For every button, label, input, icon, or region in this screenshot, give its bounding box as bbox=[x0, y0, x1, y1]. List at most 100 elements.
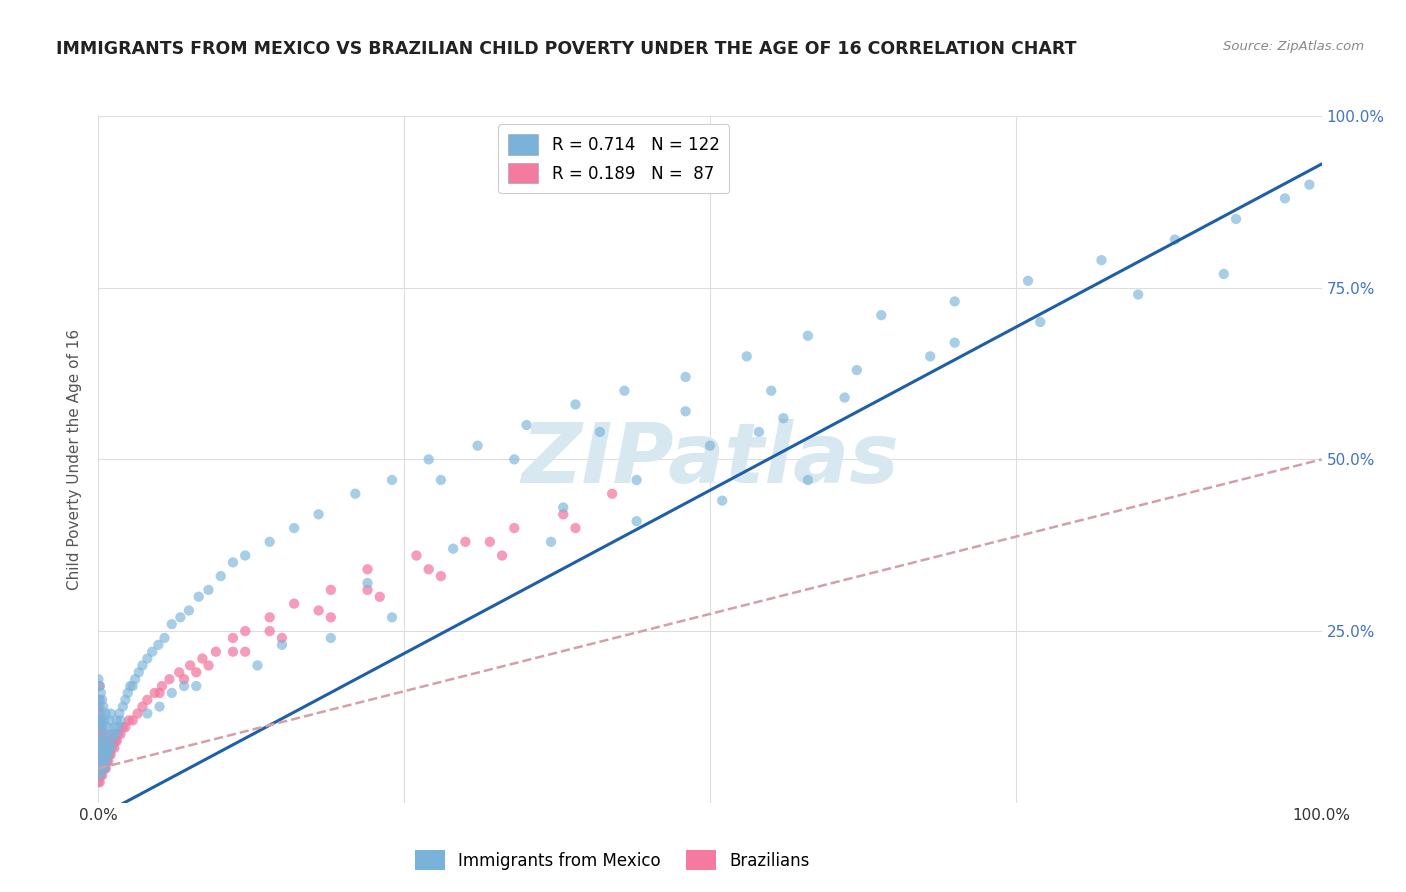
Point bbox=[157, 672, 180, 686]
Point bbox=[797, 328, 820, 343]
Point bbox=[89, 768, 111, 782]
Point bbox=[110, 714, 132, 728]
Point bbox=[127, 706, 149, 721]
Point bbox=[100, 747, 122, 762]
Point bbox=[136, 706, 159, 721]
Point bbox=[149, 699, 172, 714]
Point bbox=[94, 734, 117, 748]
Point bbox=[87, 699, 110, 714]
Point bbox=[107, 720, 129, 734]
Point bbox=[772, 411, 794, 425]
Point bbox=[870, 308, 893, 322]
Point bbox=[124, 672, 146, 686]
Point bbox=[111, 699, 134, 714]
Point bbox=[101, 740, 124, 755]
Point bbox=[89, 775, 111, 789]
Point bbox=[91, 747, 114, 762]
Point bbox=[131, 699, 153, 714]
Point bbox=[920, 350, 942, 364]
Point bbox=[89, 747, 111, 762]
Point bbox=[91, 699, 114, 714]
Point bbox=[197, 658, 219, 673]
Text: Source: ZipAtlas.com: Source: ZipAtlas.com bbox=[1223, 40, 1364, 54]
Point bbox=[160, 686, 183, 700]
Point bbox=[91, 761, 114, 775]
Point bbox=[87, 775, 110, 789]
Point bbox=[90, 734, 112, 748]
Point bbox=[98, 714, 121, 728]
Point bbox=[233, 645, 256, 659]
Point bbox=[90, 755, 112, 769]
Point bbox=[143, 686, 166, 700]
Point bbox=[87, 747, 110, 762]
Point bbox=[222, 631, 245, 645]
Point bbox=[418, 452, 440, 467]
Point bbox=[233, 624, 256, 639]
Point bbox=[356, 562, 378, 576]
Point bbox=[197, 582, 219, 597]
Point bbox=[222, 645, 245, 659]
Point bbox=[97, 720, 120, 734]
Point bbox=[675, 404, 697, 418]
Point bbox=[100, 727, 122, 741]
Point bbox=[173, 672, 195, 686]
Point bbox=[120, 679, 142, 693]
Point bbox=[564, 521, 586, 535]
Point bbox=[97, 747, 120, 762]
Point bbox=[89, 740, 111, 755]
Point bbox=[93, 740, 115, 755]
Point bbox=[270, 638, 294, 652]
Point bbox=[177, 603, 200, 617]
Point bbox=[405, 549, 427, 563]
Point bbox=[491, 549, 513, 563]
Point bbox=[105, 714, 128, 728]
Point bbox=[173, 679, 195, 693]
Point bbox=[93, 761, 115, 775]
Point bbox=[748, 425, 770, 439]
Text: IMMIGRANTS FROM MEXICO VS BRAZILIAN CHILD POVERTY UNDER THE AGE OF 16 CORRELATIO: IMMIGRANTS FROM MEXICO VS BRAZILIAN CHIL… bbox=[56, 40, 1077, 58]
Point bbox=[515, 417, 537, 433]
Point bbox=[96, 755, 118, 769]
Point bbox=[89, 734, 111, 748]
Point bbox=[90, 747, 112, 762]
Point bbox=[368, 590, 391, 604]
Point bbox=[89, 755, 111, 769]
Point bbox=[89, 714, 111, 728]
Point bbox=[943, 335, 966, 350]
Point bbox=[90, 727, 112, 741]
Point bbox=[93, 747, 115, 762]
Point bbox=[1029, 315, 1052, 329]
Y-axis label: Child Poverty Under the Age of 16: Child Poverty Under the Age of 16 bbox=[67, 329, 83, 590]
Point bbox=[121, 714, 143, 728]
Point bbox=[430, 569, 453, 583]
Point bbox=[91, 734, 114, 748]
Point bbox=[90, 720, 112, 734]
Point bbox=[503, 452, 526, 467]
Point bbox=[675, 370, 697, 384]
Point bbox=[87, 734, 110, 748]
Point bbox=[100, 740, 122, 755]
Point bbox=[128, 665, 150, 680]
Point bbox=[540, 534, 562, 549]
Point bbox=[101, 734, 124, 748]
Point bbox=[89, 679, 111, 693]
Point bbox=[711, 493, 734, 508]
Point bbox=[553, 508, 575, 522]
Point bbox=[93, 734, 115, 748]
Point bbox=[101, 727, 124, 741]
Point bbox=[87, 672, 110, 686]
Point bbox=[186, 679, 208, 693]
Point bbox=[110, 727, 132, 741]
Point bbox=[100, 706, 122, 721]
Point bbox=[91, 692, 114, 706]
Point bbox=[259, 610, 281, 624]
Point bbox=[626, 514, 648, 528]
Legend: Immigrants from Mexico, Brazilians: Immigrants from Mexico, Brazilians bbox=[408, 843, 815, 877]
Point bbox=[613, 384, 636, 398]
Point bbox=[430, 473, 453, 487]
Point bbox=[150, 679, 173, 693]
Point bbox=[761, 384, 783, 398]
Point bbox=[91, 714, 114, 728]
Point bbox=[319, 631, 342, 645]
Point bbox=[104, 734, 127, 748]
